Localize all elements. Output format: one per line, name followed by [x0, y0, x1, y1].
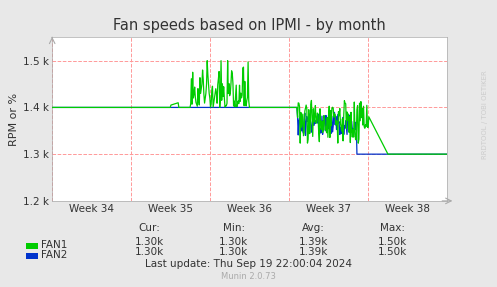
- Title: Fan speeds based on IPMI - by month: Fan speeds based on IPMI - by month: [113, 18, 386, 33]
- Text: 1.30k: 1.30k: [135, 247, 164, 257]
- Text: 1.50k: 1.50k: [378, 247, 407, 257]
- Y-axis label: RPM or %: RPM or %: [9, 92, 19, 146]
- Text: Min:: Min:: [223, 223, 245, 233]
- Text: Last update: Thu Sep 19 22:00:04 2024: Last update: Thu Sep 19 22:00:04 2024: [145, 259, 352, 269]
- Text: 1.30k: 1.30k: [135, 237, 164, 247]
- Text: Avg:: Avg:: [302, 223, 325, 233]
- Text: Cur:: Cur:: [138, 223, 160, 233]
- Text: Munin 2.0.73: Munin 2.0.73: [221, 272, 276, 281]
- Text: Max:: Max:: [380, 223, 405, 233]
- Text: 1.39k: 1.39k: [298, 237, 328, 247]
- Text: RRDTOOL / TOBI OETIKER: RRDTOOL / TOBI OETIKER: [482, 70, 488, 159]
- Text: 1.50k: 1.50k: [378, 237, 407, 247]
- Text: 1.39k: 1.39k: [298, 247, 328, 257]
- Text: FAN1: FAN1: [41, 241, 67, 250]
- Text: 1.30k: 1.30k: [219, 237, 248, 247]
- Text: FAN2: FAN2: [41, 251, 67, 260]
- Text: 1.30k: 1.30k: [219, 247, 248, 257]
